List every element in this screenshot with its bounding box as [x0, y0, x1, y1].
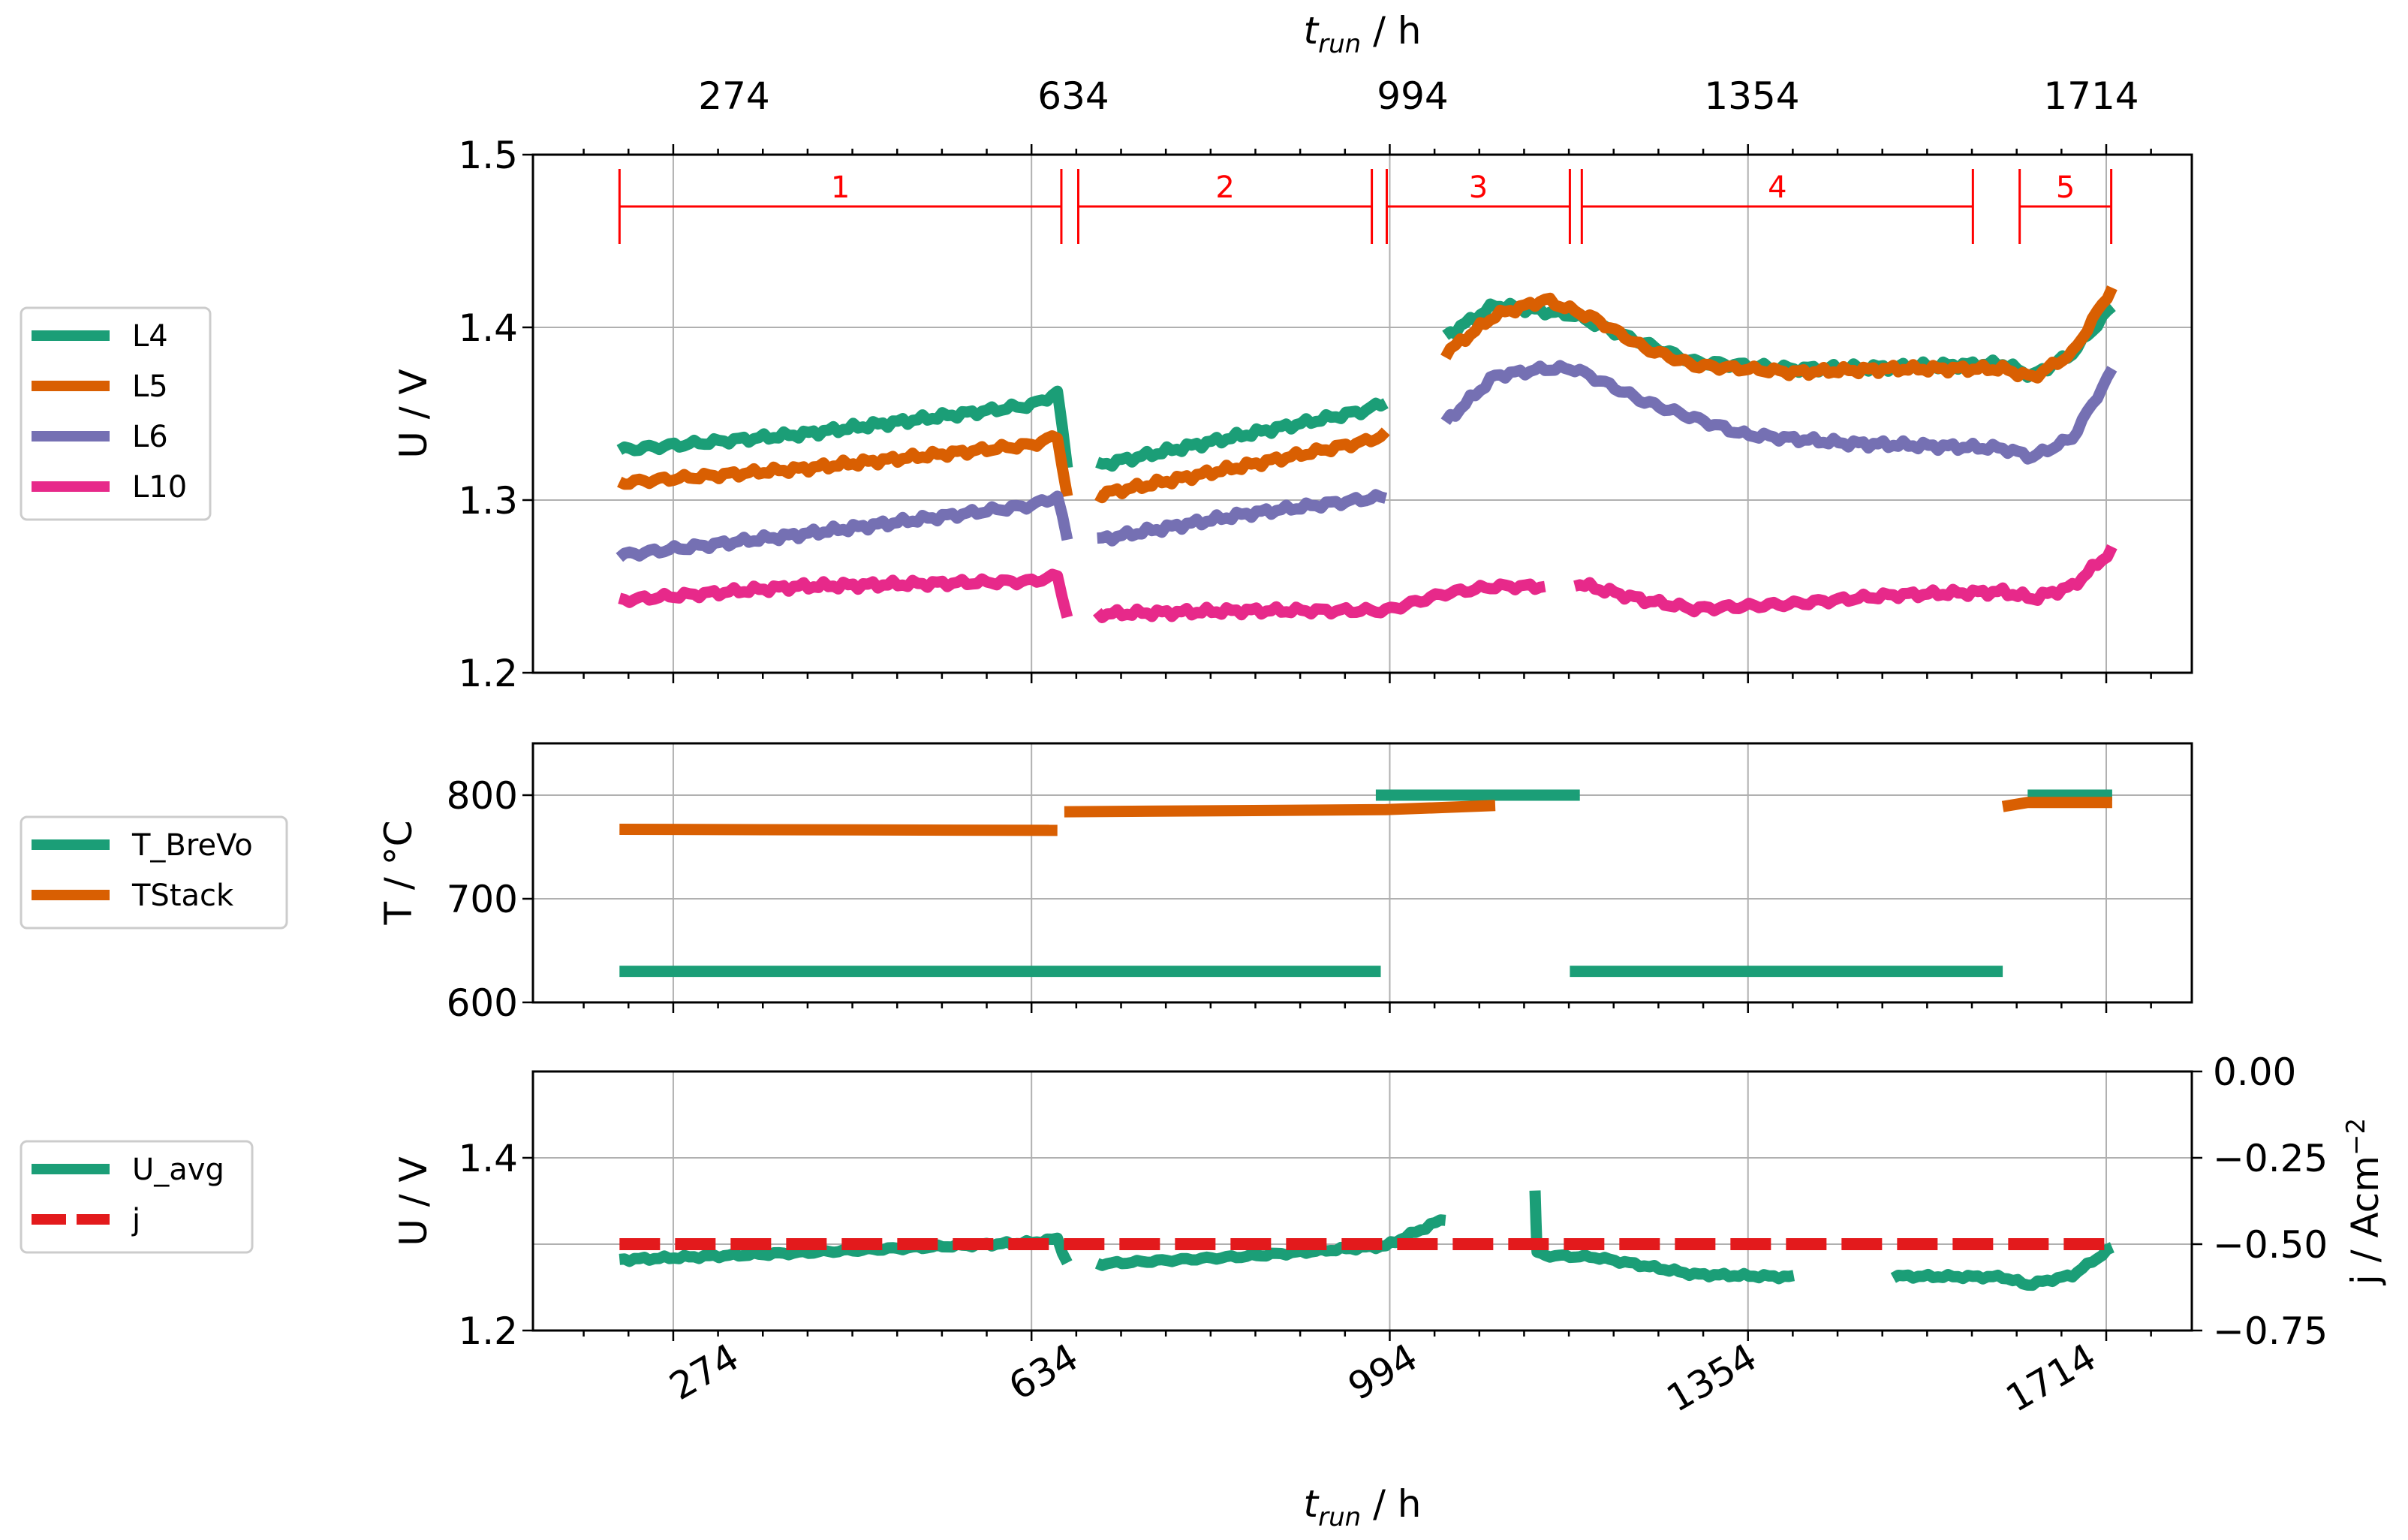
legend-label-T_BreVo: T_BreVo [131, 828, 253, 863]
y-axis-title: T / °C [377, 820, 420, 925]
series-line-L10 [1573, 544, 2118, 618]
legend-label-L5: L5 [132, 369, 168, 404]
x-axis-title: trun / h [1303, 1482, 1421, 1532]
y-tick-label: 600 [447, 981, 518, 1025]
legend-label-L6: L6 [132, 420, 168, 454]
segment-label-4: 4 [1768, 170, 1786, 205]
y-tick-label: 1.4 [458, 1137, 518, 1180]
plot-frame [531, 153, 2193, 674]
top-x-tick-label: 274 [698, 74, 769, 118]
series-line-L10 [618, 568, 1073, 619]
segment-label-1: 1 [831, 170, 850, 205]
y-tick-label: 800 [447, 774, 518, 818]
series-line-U_avg [1890, 1242, 2115, 1291]
series-line-TStack [2001, 797, 2112, 812]
legend: U_avg j [20, 1140, 254, 1254]
y2-tick-label: −0.25 [2213, 1137, 2328, 1180]
legend-label-U_avg: U_avg [132, 1153, 224, 1187]
series-line-L6 [1440, 360, 2118, 465]
y2-axis-title: j / Acm−2 [2341, 1118, 2387, 1285]
top-x-tick-label: 994 [1377, 74, 1448, 118]
series-line-L4 [616, 385, 1073, 469]
series-line-L10 [1093, 578, 1546, 623]
y2-tick-label: −0.75 [2213, 1309, 2328, 1353]
series-layer [619, 789, 2112, 978]
series-line-L4 [1095, 397, 1389, 472]
ticks [522, 144, 2152, 683]
y-tick-label: 1.2 [458, 1309, 518, 1353]
ticks [522, 794, 2152, 1013]
series-line-L5 [617, 430, 1073, 498]
panel-voltage: 1 2 3 4 5 274 634 994 1354 1714 trun / h 1.2… [20, 9, 2193, 695]
legend-label-L4: L4 [132, 319, 168, 354]
segment-annotations: 1 2 3 4 5 [618, 169, 2113, 244]
top-x-tick-label: 1354 [1704, 74, 1799, 118]
y-axis-title: U / V [392, 369, 435, 458]
top-x-tick-label: 1714 [2043, 74, 2139, 118]
ticks [522, 1070, 2202, 1341]
top-x-axis-title: trun / h [1303, 9, 1421, 59]
legend-label-TStack: TStack [131, 878, 234, 913]
y-axis-title: U / V [392, 1156, 435, 1246]
legend-frame [20, 306, 212, 521]
panel-temperature: 600 700 800 T / °C T_BreVo TStack [20, 742, 2193, 1025]
plot-frame [531, 1070, 2193, 1332]
series-layer [616, 285, 2118, 623]
series-line-TStack [1064, 800, 1496, 818]
segment-label-3: 3 [1469, 170, 1488, 205]
y2-tick-label: −0.50 [2213, 1223, 2328, 1267]
legend-label-j: j [131, 1203, 140, 1237]
legend: L4 L5 L6 L10 [20, 306, 212, 521]
series-layer [619, 1190, 2115, 1291]
legend-label-L10: L10 [132, 470, 187, 505]
series-line-L5 [1440, 285, 2118, 384]
series-line-U_avg [1529, 1190, 1795, 1285]
series-line-L5 [1094, 427, 1390, 504]
y-tick-label: 700 [447, 878, 518, 921]
series-line-U_avg [1094, 1214, 1446, 1271]
y2-tick-label: 0.00 [2213, 1050, 2296, 1094]
legend: T_BreVo TStack [20, 815, 288, 930]
plot-frame [531, 742, 2193, 1004]
segment-label-2: 2 [1215, 170, 1234, 205]
y-tick-label: 1.2 [458, 652, 518, 695]
top-x-tick-label: 634 [1037, 74, 1109, 118]
y-tick-label: 1.3 [458, 479, 518, 523]
y-tick-label: 1.4 [458, 306, 518, 350]
series-line-L6 [1096, 489, 1388, 547]
segment-label-5: 5 [2056, 170, 2075, 205]
y-tick-label: 1.5 [458, 134, 518, 177]
series-line-L6 [616, 490, 1073, 562]
